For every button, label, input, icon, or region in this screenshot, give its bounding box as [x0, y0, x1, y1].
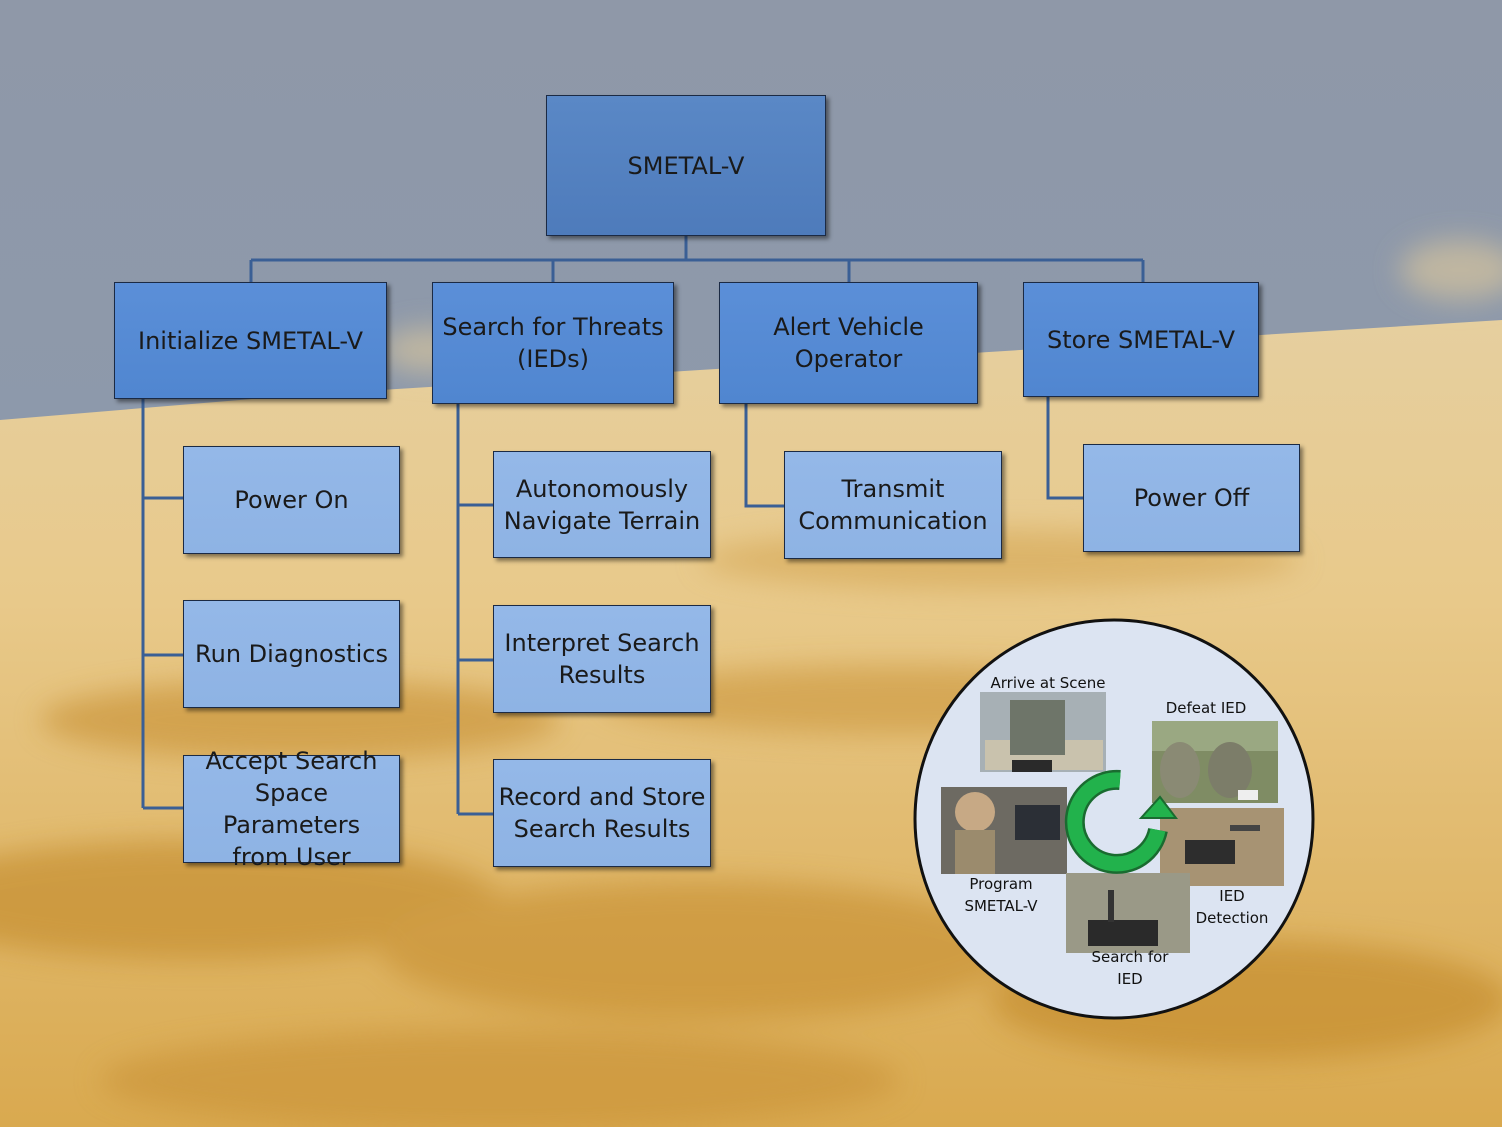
subfunction-label: Autonomously Navigate Terrain [503, 474, 701, 535]
function-search: Search for Threats (IEDs) [432, 282, 674, 404]
function-alert: Alert Vehicle Operator [719, 282, 978, 404]
subfunction-label: Run Diagnostics [195, 640, 388, 668]
subfunction-label: Interpret Search Results [504, 629, 700, 689]
subfunction-interpret-results: Interpret Search Results [493, 605, 711, 713]
subfunction-transmit-communication: Transmit Communication [784, 451, 1002, 559]
function-label: Initialize SMETAL-V [137, 326, 363, 355]
function-label: Search for Threats (IEDs) [442, 313, 664, 373]
subfunction-label: Record and Store Search Results [498, 783, 706, 843]
subfunction-accept-search-params: Accept Search Space Parameters from User [183, 747, 400, 871]
subfunction-power-off: Power Off [1083, 444, 1300, 552]
subfunction-run-diagnostics: Run Diagnostics [183, 600, 400, 708]
cycle-label-detection: IED Detection [1195, 887, 1269, 927]
subfunction-label: Power Off [1133, 484, 1250, 512]
function-store: Store SMETAL-V [1023, 282, 1259, 397]
subfunction-label: Power On [234, 486, 349, 514]
cycle-label-defeat: Defeat IED [1165, 699, 1247, 717]
subfunction-label: Accept Search Space Parameters from User [205, 747, 378, 871]
subfunction-label: Transmit Communication [798, 475, 988, 535]
function-label: Store SMETAL-V [1046, 325, 1235, 354]
subfunction-navigate-terrain: Autonomously Navigate Terrain [493, 451, 711, 558]
cycle-label-arrive: Arrive at Scene [990, 674, 1106, 692]
root-label: SMETAL-V [627, 151, 745, 180]
subfunction-power-on: Power On [183, 446, 400, 554]
function-initialize: Initialize SMETAL-V [114, 282, 387, 399]
cycle-label-search: Search for IED [1091, 948, 1169, 988]
root-box: SMETAL-V [546, 95, 826, 236]
function-label: Alert Vehicle Operator [773, 313, 924, 373]
subfunction-record-results: Record and Store Search Results [493, 759, 711, 867]
cycle-label-program: Program SMETAL-V [964, 875, 1038, 915]
